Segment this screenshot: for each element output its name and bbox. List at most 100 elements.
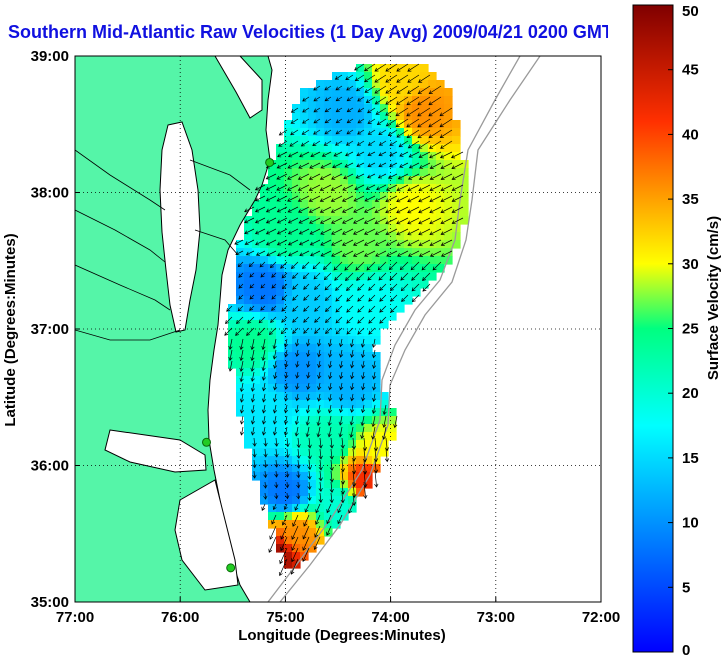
speed-cell	[300, 552, 309, 561]
speed-cell	[292, 232, 301, 241]
speed-cell	[340, 440, 349, 449]
speed-cell	[292, 144, 301, 153]
speed-cell	[460, 184, 469, 193]
speed-cell	[316, 520, 325, 529]
velocity-arrow	[317, 393, 322, 402]
speed-cell	[372, 72, 381, 81]
velocity-arrow	[263, 437, 268, 447]
speed-cell	[260, 288, 269, 297]
speed-cell	[300, 136, 309, 145]
speed-cell	[276, 360, 285, 369]
speed-cell	[396, 208, 405, 217]
velocity-arrow	[305, 415, 310, 426]
velocity-arrow	[239, 393, 244, 403]
speed-cell	[452, 176, 461, 185]
speed-cell	[260, 376, 269, 385]
y-tick-label: 35:00	[31, 594, 69, 611]
velocity-arrow	[307, 492, 312, 502]
velocity-arrow	[396, 96, 409, 105]
speed-cell	[340, 360, 349, 369]
speed-cell	[268, 344, 277, 353]
velocity-arrow	[372, 382, 377, 391]
velocity-arrow	[313, 129, 321, 135]
speed-cell	[428, 224, 437, 233]
velocity-arrow	[326, 525, 332, 536]
speed-cell	[420, 64, 429, 73]
speed-cell	[284, 320, 293, 329]
speed-cell	[396, 64, 405, 73]
velocity-arrow	[345, 140, 354, 146]
velocity-arrow	[316, 415, 321, 427]
speed-cell	[324, 400, 333, 409]
velocity-arrow	[249, 294, 255, 300]
velocity-arrow	[319, 217, 332, 224]
speed-cell	[284, 432, 293, 441]
velocity-arrow	[451, 217, 464, 225]
velocity-arrow	[291, 525, 299, 540]
speed-cell	[396, 104, 405, 113]
speed-cell	[268, 176, 277, 185]
velocity-arrow	[250, 382, 255, 392]
speed-cell	[268, 208, 277, 217]
velocity-arrow	[254, 217, 266, 224]
speed-cell	[292, 344, 301, 353]
velocity-arrow	[451, 195, 464, 203]
speed-cell	[404, 264, 413, 273]
velocity-arrow	[263, 459, 268, 468]
speed-cell	[436, 160, 445, 169]
velocity-arrow	[324, 118, 332, 124]
velocity-arrow	[361, 349, 366, 359]
velocity-arrow	[238, 283, 244, 289]
velocity-arrow	[356, 272, 365, 281]
speed-cell	[276, 224, 285, 233]
speed-cell	[428, 200, 437, 209]
velocity-arrow	[285, 448, 290, 459]
x-tick-label: 73:00	[477, 609, 515, 626]
speed-cell	[364, 296, 373, 305]
velocity-arrow	[408, 162, 420, 169]
speed-cell	[236, 400, 245, 409]
speed-cell	[324, 424, 333, 433]
speed-cell	[340, 480, 349, 489]
velocity-arrow	[339, 349, 344, 358]
velocity-arrow	[376, 184, 387, 191]
speed-cell	[324, 448, 333, 457]
speed-cell	[308, 336, 317, 345]
speed-cell	[356, 144, 365, 153]
speed-cell	[412, 232, 421, 241]
speed-cell	[276, 264, 285, 273]
speed-cell	[348, 432, 357, 441]
speed-cell	[292, 256, 301, 265]
velocity-arrow	[367, 140, 376, 146]
velocity-arrow	[356, 162, 365, 168]
velocity-arrow	[327, 426, 332, 438]
velocity-arrow	[323, 261, 332, 270]
velocity-arrow	[385, 206, 398, 214]
speed-cell	[300, 408, 309, 417]
speed-cell	[404, 144, 413, 153]
speed-cell	[332, 176, 341, 185]
speed-cell	[276, 416, 285, 425]
x-axis-title: Longitude (Degrees:Minutes)	[238, 627, 446, 644]
velocity-arrow	[313, 107, 321, 113]
speed-cell	[268, 384, 277, 393]
speed-cell	[332, 72, 341, 81]
speed-cell	[276, 480, 285, 489]
speed-cell	[340, 280, 349, 289]
velocity-arrow	[296, 437, 301, 449]
velocity-arrow	[357, 294, 365, 302]
speed-cell	[364, 72, 373, 81]
speed-cell	[412, 216, 421, 225]
velocity-arrow	[339, 360, 344, 369]
velocity-arrow	[328, 371, 333, 380]
speed-cell	[276, 144, 285, 153]
speed-cell	[436, 88, 445, 97]
speed-cell	[284, 488, 293, 497]
speed-cell	[260, 472, 269, 481]
velocity-arrow	[287, 228, 299, 235]
speed-cell	[252, 344, 261, 353]
radar-sites	[202, 157, 275, 573]
speed-cell	[268, 240, 277, 249]
speed-cell	[292, 360, 301, 369]
speed-cell	[380, 80, 389, 89]
